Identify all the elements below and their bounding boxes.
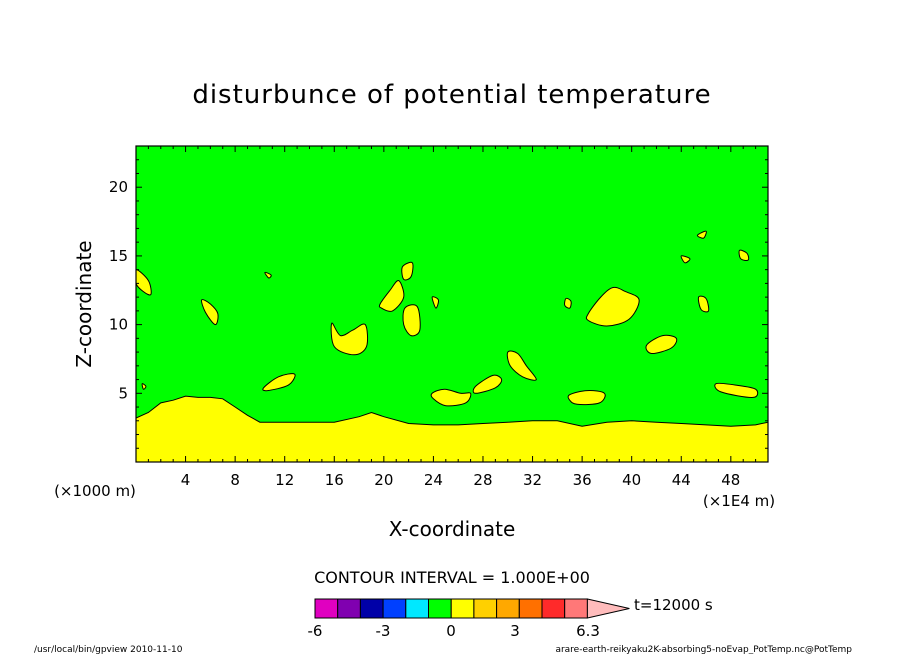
positive-contour-region — [564, 297, 572, 309]
positive-contour-region — [585, 286, 640, 327]
time-label: t=12000 s — [634, 596, 713, 614]
colorbar-swatch — [314, 598, 339, 619]
positive-contour-region — [431, 296, 440, 309]
y-tick-label: 10 — [109, 316, 128, 334]
positive-contour-region — [264, 271, 272, 279]
colorbar-swatch — [496, 598, 520, 619]
colorbar-swatch — [337, 598, 361, 619]
colorbar-tick-label: 0 — [446, 622, 456, 640]
x-tick-label: 40 — [622, 471, 641, 489]
y-tick-label: 15 — [109, 247, 128, 265]
colorbar-swatch — [518, 598, 543, 619]
colorbar-swatch — [428, 598, 452, 619]
x-tick-label: 16 — [325, 471, 344, 489]
positive-contour-region — [330, 322, 369, 356]
colorbar-swatch — [382, 598, 407, 619]
positive-contour-region — [262, 373, 296, 392]
colorbar-swatch — [473, 598, 498, 619]
positive-contour-region — [141, 383, 147, 390]
contour-interval: CONTOUR INTERVAL = 1.000E+00 — [314, 568, 590, 587]
positive-contour-region — [402, 304, 421, 337]
x-tick-label: 32 — [523, 471, 542, 489]
footer-right: arare-earth-reikyaku2K-absorbing5-noEvap… — [555, 645, 852, 654]
colorbar-swatch — [405, 598, 429, 619]
colorbar-tick-label: 6.3 — [576, 622, 600, 640]
x-tick-label: 12 — [275, 471, 294, 489]
positive-contour-region — [696, 230, 707, 239]
field-background — [136, 146, 768, 462]
positive-contour-region — [378, 280, 405, 312]
plot-frame — [135, 145, 769, 463]
x-tick-label: 20 — [374, 471, 393, 489]
surface-warm-layer — [136, 395, 768, 462]
colorbar-tick-label: 3 — [510, 622, 520, 640]
x-tick-label: 36 — [573, 471, 592, 489]
colorbar-swatch — [541, 598, 566, 619]
x-tick-label: 28 — [473, 471, 492, 489]
positive-contour-region — [697, 295, 710, 313]
positive-contour-region — [401, 261, 414, 281]
footer-left: /usr/local/bin/gpview 2010-11-10 — [34, 645, 183, 654]
x-axis-label: X-coordinate — [389, 517, 516, 541]
positive-contour-region — [680, 255, 691, 264]
colorbar-tick-label: -3 — [376, 622, 391, 640]
x-unit-note: (×1E4 m) — [703, 492, 775, 510]
chart-title: disturbunce of potential temperature — [192, 80, 711, 110]
colorbar-swatch — [450, 598, 475, 619]
positive-contour-region — [472, 374, 503, 394]
colorbar: -6 -3 0 3 6.3 — [308, 598, 630, 640]
positive-contour-region — [201, 299, 219, 326]
y-axis-label: Z-coordinate — [72, 240, 96, 367]
y-tick-label: 5 — [118, 384, 128, 402]
positive-contour-region — [506, 350, 537, 381]
colorbar-tick-label: -6 — [308, 622, 323, 640]
positive-contour-region — [136, 269, 152, 296]
colorbar-swatch — [359, 598, 384, 619]
y-unit-note: (×1000 m) — [54, 482, 136, 500]
positive-contour-region — [714, 382, 759, 398]
x-tick-label: 4 — [181, 471, 191, 489]
positive-contour-region — [645, 334, 678, 355]
colorbar-end-arrow — [586, 598, 630, 619]
y-tick-label: 20 — [109, 178, 128, 196]
x-tick-label: 8 — [230, 471, 240, 489]
positive-contour-region — [738, 249, 750, 261]
positive-contour-region — [430, 388, 472, 407]
positive-contour-region — [567, 390, 606, 406]
x-tick-label: 48 — [721, 471, 740, 489]
x-tick-label: 44 — [672, 471, 691, 489]
colorbar-swatch — [564, 598, 588, 619]
x-tick-label: 24 — [424, 471, 443, 489]
